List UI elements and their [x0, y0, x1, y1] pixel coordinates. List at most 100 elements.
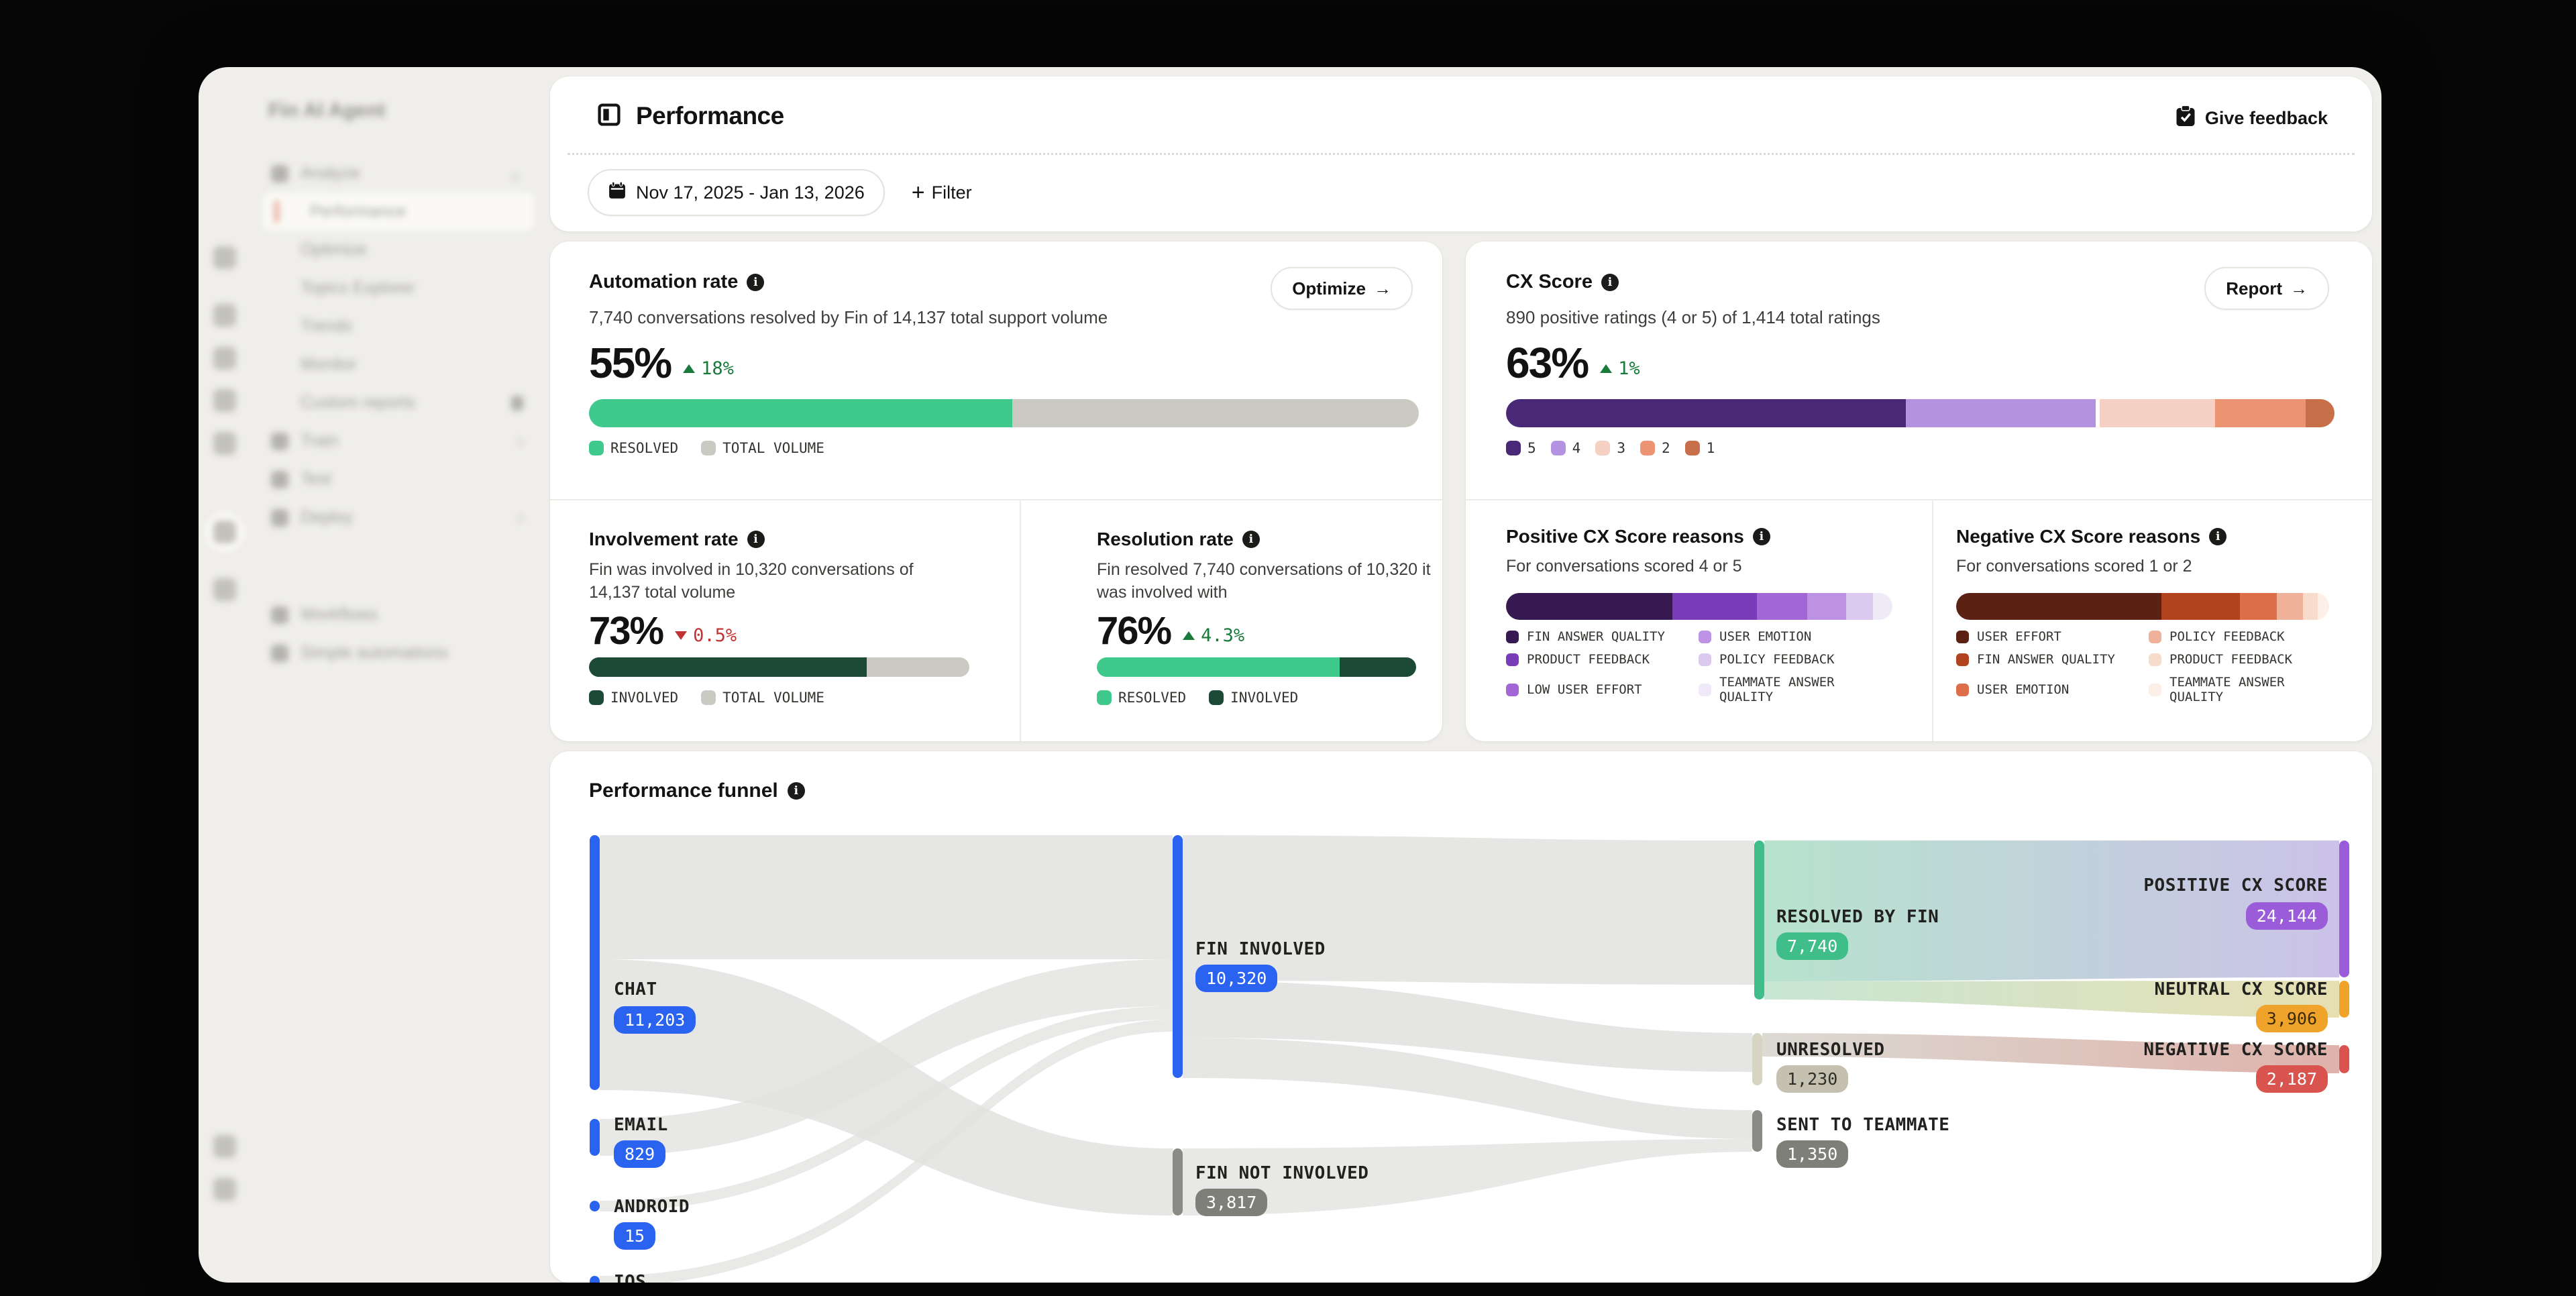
- rail-outbound-icon[interactable]: [213, 347, 236, 370]
- funnel-label-fin-not-involved: FIN NOT INVOLVED: [1195, 1163, 1369, 1183]
- positive-reasons-legend: FIN ANSWER QUALITY PRODUCT FEEDBACK LOW US…: [1506, 629, 1891, 704]
- bar-segment: [1906, 399, 2096, 427]
- legend-item: TEAMMATE ANSWER QUALITY: [2149, 675, 2341, 704]
- app-window: Fin AI Agent Analyze ⌄ Performance Optimize…: [199, 67, 2381, 1283]
- sidebar-item-label: Train: [301, 431, 339, 450]
- rail-reports-icon[interactable]: [213, 521, 236, 543]
- legend-item: TEAMMATE ANSWER QUALITY: [1699, 675, 1891, 704]
- page-title: Performance: [636, 102, 784, 129]
- info-icon[interactable]: i: [787, 782, 805, 800]
- date-range-picker[interactable]: Nov 17, 2025 - Jan 13, 2026: [588, 169, 885, 216]
- sidebar-title: Fin AI Agent: [268, 99, 386, 121]
- legend-item: INVOLVED: [589, 690, 678, 706]
- legend-label: 1: [1706, 440, 1715, 456]
- rail-inbox-icon[interactable]: [213, 246, 236, 269]
- give-feedback-button[interactable]: Give feedback: [2176, 105, 2328, 132]
- legend-label: LOW USER EFFORT: [1527, 682, 1642, 697]
- legend-swatch: [589, 441, 604, 455]
- optimize-button[interactable]: Optimize →: [1271, 267, 1413, 310]
- sidebar-item-trends[interactable]: Trends: [263, 307, 534, 345]
- legend-item: 5: [1506, 440, 1536, 456]
- info-icon[interactable]: i: [1242, 531, 1260, 548]
- automation-rate-delta: 18%: [683, 358, 734, 379]
- bar-segment: [2303, 593, 2318, 620]
- delta-arrow-icon: [675, 631, 688, 640]
- bar-segment: [866, 657, 969, 677]
- cx-score-delta: 1%: [1600, 358, 1640, 379]
- legend-item: 2: [1640, 440, 1670, 456]
- funnel-label-positive-cx-score: POSITIVE CX SCORE: [2143, 875, 2328, 896]
- chevron-down-icon: ⌄: [508, 163, 523, 183]
- legend-item: POLICY FEEDBACK: [1699, 652, 1891, 667]
- info-icon[interactable]: i: [1601, 273, 1619, 291]
- info-icon[interactable]: i: [1752, 528, 1770, 545]
- legend-swatch: [589, 690, 604, 705]
- legend-swatch: [1595, 441, 1611, 455]
- node-neutral-cx-score: [2339, 981, 2349, 1018]
- rail-help-icon[interactable]: [213, 1178, 236, 1201]
- bar-segment: [589, 399, 1012, 427]
- automation-rate-bar: [589, 399, 1419, 427]
- sidebar-item-label: Topics Explorer: [301, 278, 415, 297]
- involvement-rate-bar: [589, 657, 969, 677]
- legend-label: 4: [1572, 440, 1581, 456]
- funnel-badge-unresolved: 1,230: [1776, 1065, 1849, 1093]
- sidebar-item-simple-automations[interactable]: Simple automations: [263, 634, 534, 672]
- legend-swatch: [1097, 690, 1112, 705]
- chevron-right-icon: ›: [517, 507, 523, 527]
- rail-contacts-icon[interactable]: [213, 304, 236, 327]
- cx-score-title: CX Score i: [1506, 271, 1619, 293]
- funnel-badge-sent-to-teammate: 1,350: [1776, 1140, 1849, 1168]
- bar-segment: [2161, 593, 2240, 620]
- performance-funnel-sankey: [590, 835, 2349, 1283]
- info-icon[interactable]: i: [747, 273, 765, 291]
- sidebar-item-workflows[interactable]: Workflows: [263, 596, 534, 634]
- rail-settings-icon[interactable]: [213, 1135, 236, 1158]
- legend-item: RESOLVED: [589, 440, 678, 456]
- sidebar-item-custom-reports[interactable]: Custom reports: [263, 384, 534, 422]
- funnel-badge-email: 829: [614, 1140, 666, 1168]
- cx-score-legend: 5 4 3 2 1: [1506, 440, 1715, 456]
- legend-swatch: [2149, 683, 2161, 696]
- sidebar-item-analyze[interactable]: Analyze ⌄: [263, 154, 534, 193]
- sidebar-item-performance[interactable]: Performance: [263, 193, 534, 231]
- add-filter-button[interactable]: + Filter: [911, 180, 972, 205]
- automation-rate-title: Automation rate i: [589, 271, 765, 293]
- node-fin-not-involved: [1173, 1148, 1183, 1216]
- legend-swatch: [1699, 653, 1711, 666]
- clipboard-check-icon: [2176, 105, 2196, 132]
- sankey-flow-fin-not-involved-sent: [1183, 1139, 1752, 1216]
- test-icon: [271, 470, 288, 488]
- legend-swatch: [2149, 630, 2161, 643]
- layout-panel-icon: [597, 103, 621, 130]
- resolution-rate-legend: RESOLVED INVOLVED: [1097, 690, 1298, 706]
- node-fin-involved: [1173, 835, 1183, 1078]
- info-icon[interactable]: i: [2209, 528, 2227, 545]
- sankey-flow-fin-involved-sent: [1183, 1038, 1752, 1139]
- involvement-rate-delta: 0.5%: [675, 625, 737, 646]
- sidebar-item-label: Trends: [301, 317, 352, 335]
- sidebar-item-monitor[interactable]: Monitor: [263, 345, 534, 384]
- legend-item: 1: [1684, 440, 1715, 456]
- legend-swatch: [1684, 441, 1700, 455]
- info-icon[interactable]: i: [747, 531, 765, 548]
- arrow-right-icon: →: [2290, 278, 2308, 299]
- cx-score-value: 63%: [1506, 339, 1589, 387]
- card-divider: [1932, 499, 1933, 741]
- sidebar-item-optimize[interactable]: Optimize: [263, 231, 534, 269]
- bar-segment: [1506, 399, 1907, 427]
- sidebar-item-topics-explorer[interactable]: Topics Explorer: [263, 269, 534, 307]
- rail-apps-icon[interactable]: [213, 432, 236, 455]
- legend-item: TOTAL VOLUME: [701, 690, 824, 706]
- header-panel: Performance Give feedback Nov 17, 2025 -…: [550, 76, 2372, 231]
- plus-icon: +: [911, 180, 925, 205]
- sidebar-item-train[interactable]: Train ›: [263, 422, 534, 460]
- report-button[interactable]: Report →: [2204, 267, 2329, 310]
- sankey-flow-resolved-positive: [1764, 841, 2339, 981]
- sidebar-item-test[interactable]: Test: [263, 460, 534, 498]
- rail-knowledge-icon[interactable]: [213, 389, 236, 412]
- legend-swatch: [1956, 630, 1969, 643]
- rail-automation-icon[interactable]: [213, 578, 236, 601]
- sidebar-item-deploy[interactable]: Deploy ›: [263, 498, 534, 537]
- legend-swatch: [1506, 441, 1521, 455]
